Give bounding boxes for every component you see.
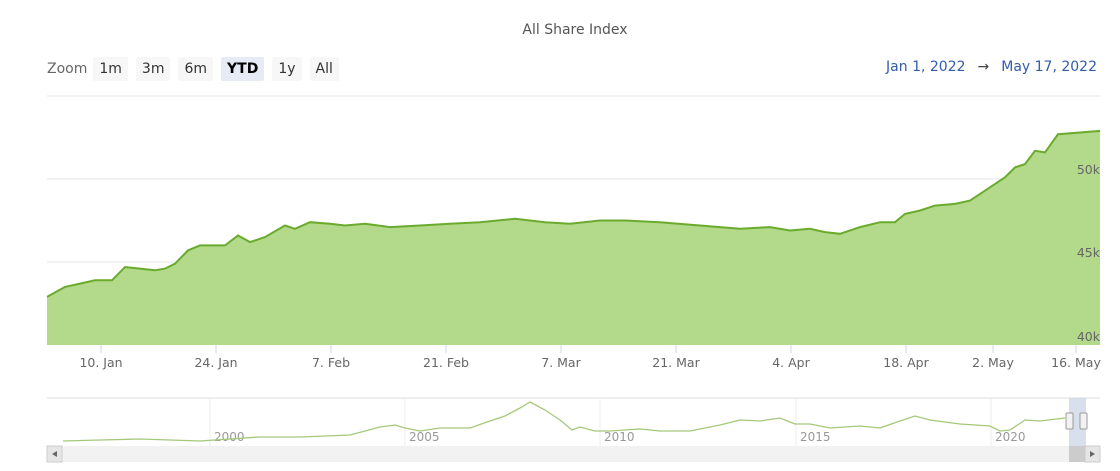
zoom-6m-button[interactable]: 6m xyxy=(178,57,213,81)
zoom-label: Zoom xyxy=(47,61,88,77)
zoom-3m-button[interactable]: 3m xyxy=(135,57,171,81)
scroll-right-arrow-icon xyxy=(1090,451,1095,457)
navigator[interactable]: 2000 2005 2010 2015 2020 xyxy=(46,397,1101,463)
x-tick-label: 24. Jan xyxy=(194,355,237,370)
zoom-ytd-button[interactable]: YTD xyxy=(221,57,265,81)
range-from-input[interactable]: Jan 1, 2022 xyxy=(886,59,966,75)
navigator-year-label: 2015 xyxy=(800,430,831,444)
navigator-year-label: 2005 xyxy=(409,430,440,444)
x-tick-label: 4. Apr xyxy=(772,355,810,370)
range-arrow-icon: → xyxy=(977,59,990,75)
navigator-series xyxy=(62,401,1066,442)
navigator-year-label: 2010 xyxy=(604,430,635,444)
navigator-scrollbar[interactable] xyxy=(47,446,1100,462)
navigator-year-label: 2000 xyxy=(214,430,245,444)
navigator-handle-right[interactable] xyxy=(1079,412,1088,430)
zoom-1y-button[interactable]: 1y xyxy=(272,57,302,81)
x-tick-label: 16. May xyxy=(1051,355,1101,370)
zoom-range-selector: Zoom 1m 3m 6m YTD 1y All xyxy=(47,57,347,81)
y-axis-labels: 40k 45k 50k xyxy=(1077,162,1101,344)
range-to-input[interactable]: May 17, 2022 xyxy=(1001,59,1097,75)
zoom-all-button[interactable]: All xyxy=(309,57,339,81)
y-tick-label: 50k xyxy=(1077,162,1101,177)
x-axis-labels: 10. Jan 24. Jan 7. Feb 21. Feb 7. Mar 21. Mar… xyxy=(79,345,1101,370)
price-area[interactable] xyxy=(47,130,1100,345)
navigator-year-label: 2020 xyxy=(995,430,1026,444)
date-range-display: Jan 1, 2022 → May 17, 2022 xyxy=(886,59,1097,75)
x-tick-label: 2. May xyxy=(972,355,1014,370)
navigator-handle-left[interactable] xyxy=(1065,412,1074,430)
navigator-selection[interactable] xyxy=(1069,398,1086,446)
x-tick-label: 7. Feb xyxy=(312,355,350,370)
y-tick-label: 40k xyxy=(1077,329,1101,344)
x-tick-label: 18. Apr xyxy=(883,355,929,370)
x-tick-label: 10. Jan xyxy=(79,355,122,370)
scroll-left-arrow-icon xyxy=(52,451,57,457)
y-tick-label: 45k xyxy=(1077,245,1101,260)
zoom-1m-button[interactable]: 1m xyxy=(93,57,128,81)
price-line[interactable] xyxy=(46,129,1101,298)
x-tick-label: 7. Mar xyxy=(541,355,581,370)
chart-title: All Share Index xyxy=(522,22,628,38)
scrollbar-thumb[interactable] xyxy=(1069,446,1086,462)
x-tick-label: 21. Feb xyxy=(423,355,469,370)
x-tick-label: 21. Mar xyxy=(652,355,700,370)
